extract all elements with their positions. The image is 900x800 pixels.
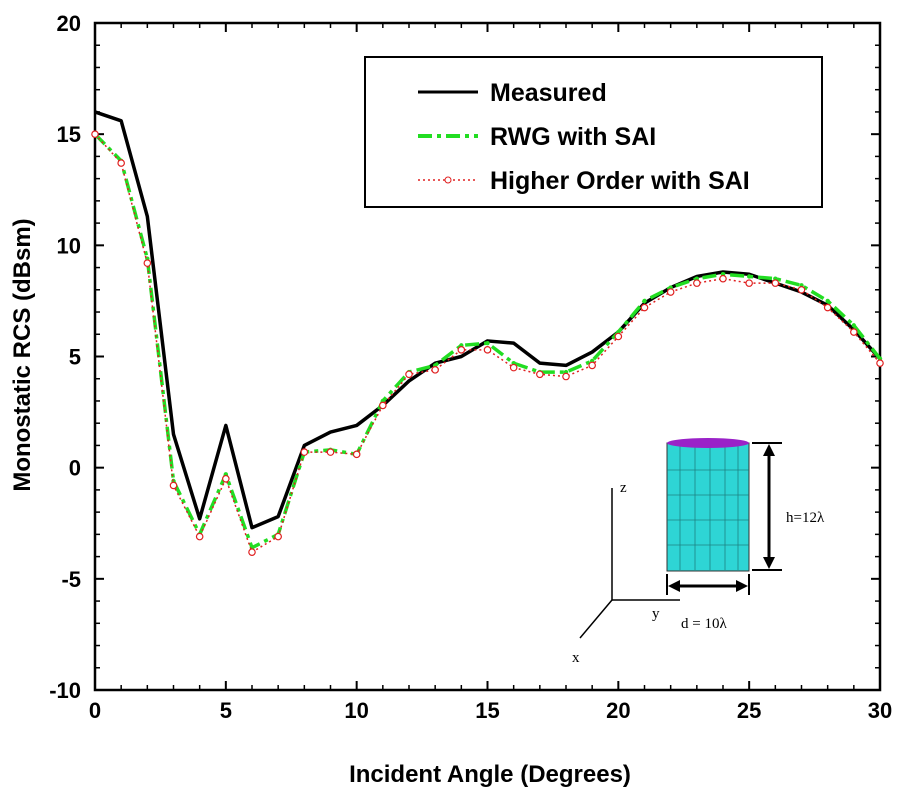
data-point-measured [303,444,305,446]
data-point-higher-order-with-sai [771,279,780,287]
y-tick-label: 5 [69,345,81,370]
y-tick-label: -10 [49,678,81,703]
y-tick-label: 10 [57,233,81,258]
x-tick-label: 30 [868,698,892,723]
data-point-rwg-with-sai [825,298,830,304]
data-point-measured [591,351,593,353]
data-point-higher-order-with-sai [693,279,701,287]
legend-label-rwg: RWG with SAI [490,123,656,151]
data-point-higher-order-with-sai [117,159,125,167]
data-point-higher-order-with-sai [405,370,413,379]
data-point-measured [146,215,148,217]
data-point-higher-order-with-sai [876,359,884,367]
data-point-higher-order-with-sai [614,332,623,341]
inset-z-label: z [620,480,627,496]
data-point-measured [251,527,253,529]
data-point-higher-order-with-sai [274,532,282,541]
data-point-rwg-with-sai [746,274,752,279]
x-tick-label: 5 [220,698,232,723]
data-point-rwg-with-sai [485,340,490,346]
data-point-higher-order-with-sai [640,303,649,312]
y-axis-label: Monostatic RCS (dBsm) [9,218,36,491]
data-point-higher-order-with-sai [509,363,518,372]
data-point-measured [173,433,174,435]
cylinder-body [666,442,750,572]
data-point-measured [513,342,515,344]
y-tick-label: 0 [69,456,81,481]
data-point-measured [460,356,462,357]
data-point-higher-order-with-sai [195,532,204,541]
data-point-higher-order-with-sai [326,448,335,456]
data-point-higher-order-with-sai [719,274,727,283]
data-point-measured [356,424,358,426]
data-point-higher-order-with-sai [483,346,492,354]
legend-marker-higher-order [444,176,452,184]
data-point-measured [330,431,331,433]
x-tick-label: 15 [475,698,499,723]
data-point-higher-order-with-sai [457,346,466,354]
data-point-measured [565,364,567,366]
data-point-measured [199,518,201,520]
cylinder-top [667,438,749,448]
data-point-higher-order-with-sai [169,481,178,490]
inset-cylinder-diagram: z y x h=12λ d = 10λ [572,438,825,666]
data-point-measured [225,424,227,426]
data-point-higher-order-with-sai [91,130,99,138]
data-point-higher-order-with-sai [300,448,309,456]
y-tick-label: 20 [57,11,81,36]
data-point-higher-order-with-sai [143,259,152,267]
data-point-higher-order-with-sai [588,361,596,370]
data-point-higher-order-with-sai [666,288,675,296]
legend-box [364,56,823,208]
legend-label-higher-order: Higher Order with SAI [490,167,750,195]
x-axis-label: Incident Angle (Degrees) [349,761,631,788]
data-point-higher-order-with-sai [431,366,439,374]
y-tick-label: -5 [61,567,81,592]
inset-x-axis [579,599,613,639]
data-point-rwg-with-sai [642,298,647,304]
data-point-measured [94,111,96,113]
data-point-higher-order-with-sai [352,450,361,459]
x-tick-label: 25 [737,698,761,723]
legend-label-measured: Measured [490,79,607,107]
x-tick-label: 0 [89,698,101,723]
data-point-higher-order-with-sai [562,372,570,381]
y-tick-label: 15 [57,122,81,147]
inset-y-label: y [652,606,660,622]
data-point-higher-order-with-sai [222,474,230,483]
inset-x-label: x [572,650,580,666]
x-tick-label: 20 [606,698,630,723]
data-point-higher-order-with-sai [797,285,806,294]
data-point-measured [408,380,410,382]
height-label: h=12λ [786,510,825,526]
legend: Measured RWG with SAI Higher Order with … [364,56,823,208]
diameter-label: d = 10λ [681,616,727,632]
data-point-higher-order-with-sai [379,401,387,410]
data-point-measured [120,120,122,122]
data-point-higher-order-with-sai [850,328,858,336]
data-point-higher-order-with-sai [248,548,256,556]
data-point-measured [539,362,541,364]
data-point-measured [277,516,279,518]
x-tick-label: 10 [344,698,368,723]
data-point-rwg-with-sai [851,323,857,328]
data-point-higher-order-with-sai [536,370,544,379]
data-point-higher-order-with-sai [745,279,753,287]
data-point-higher-order-with-sai [823,303,832,312]
